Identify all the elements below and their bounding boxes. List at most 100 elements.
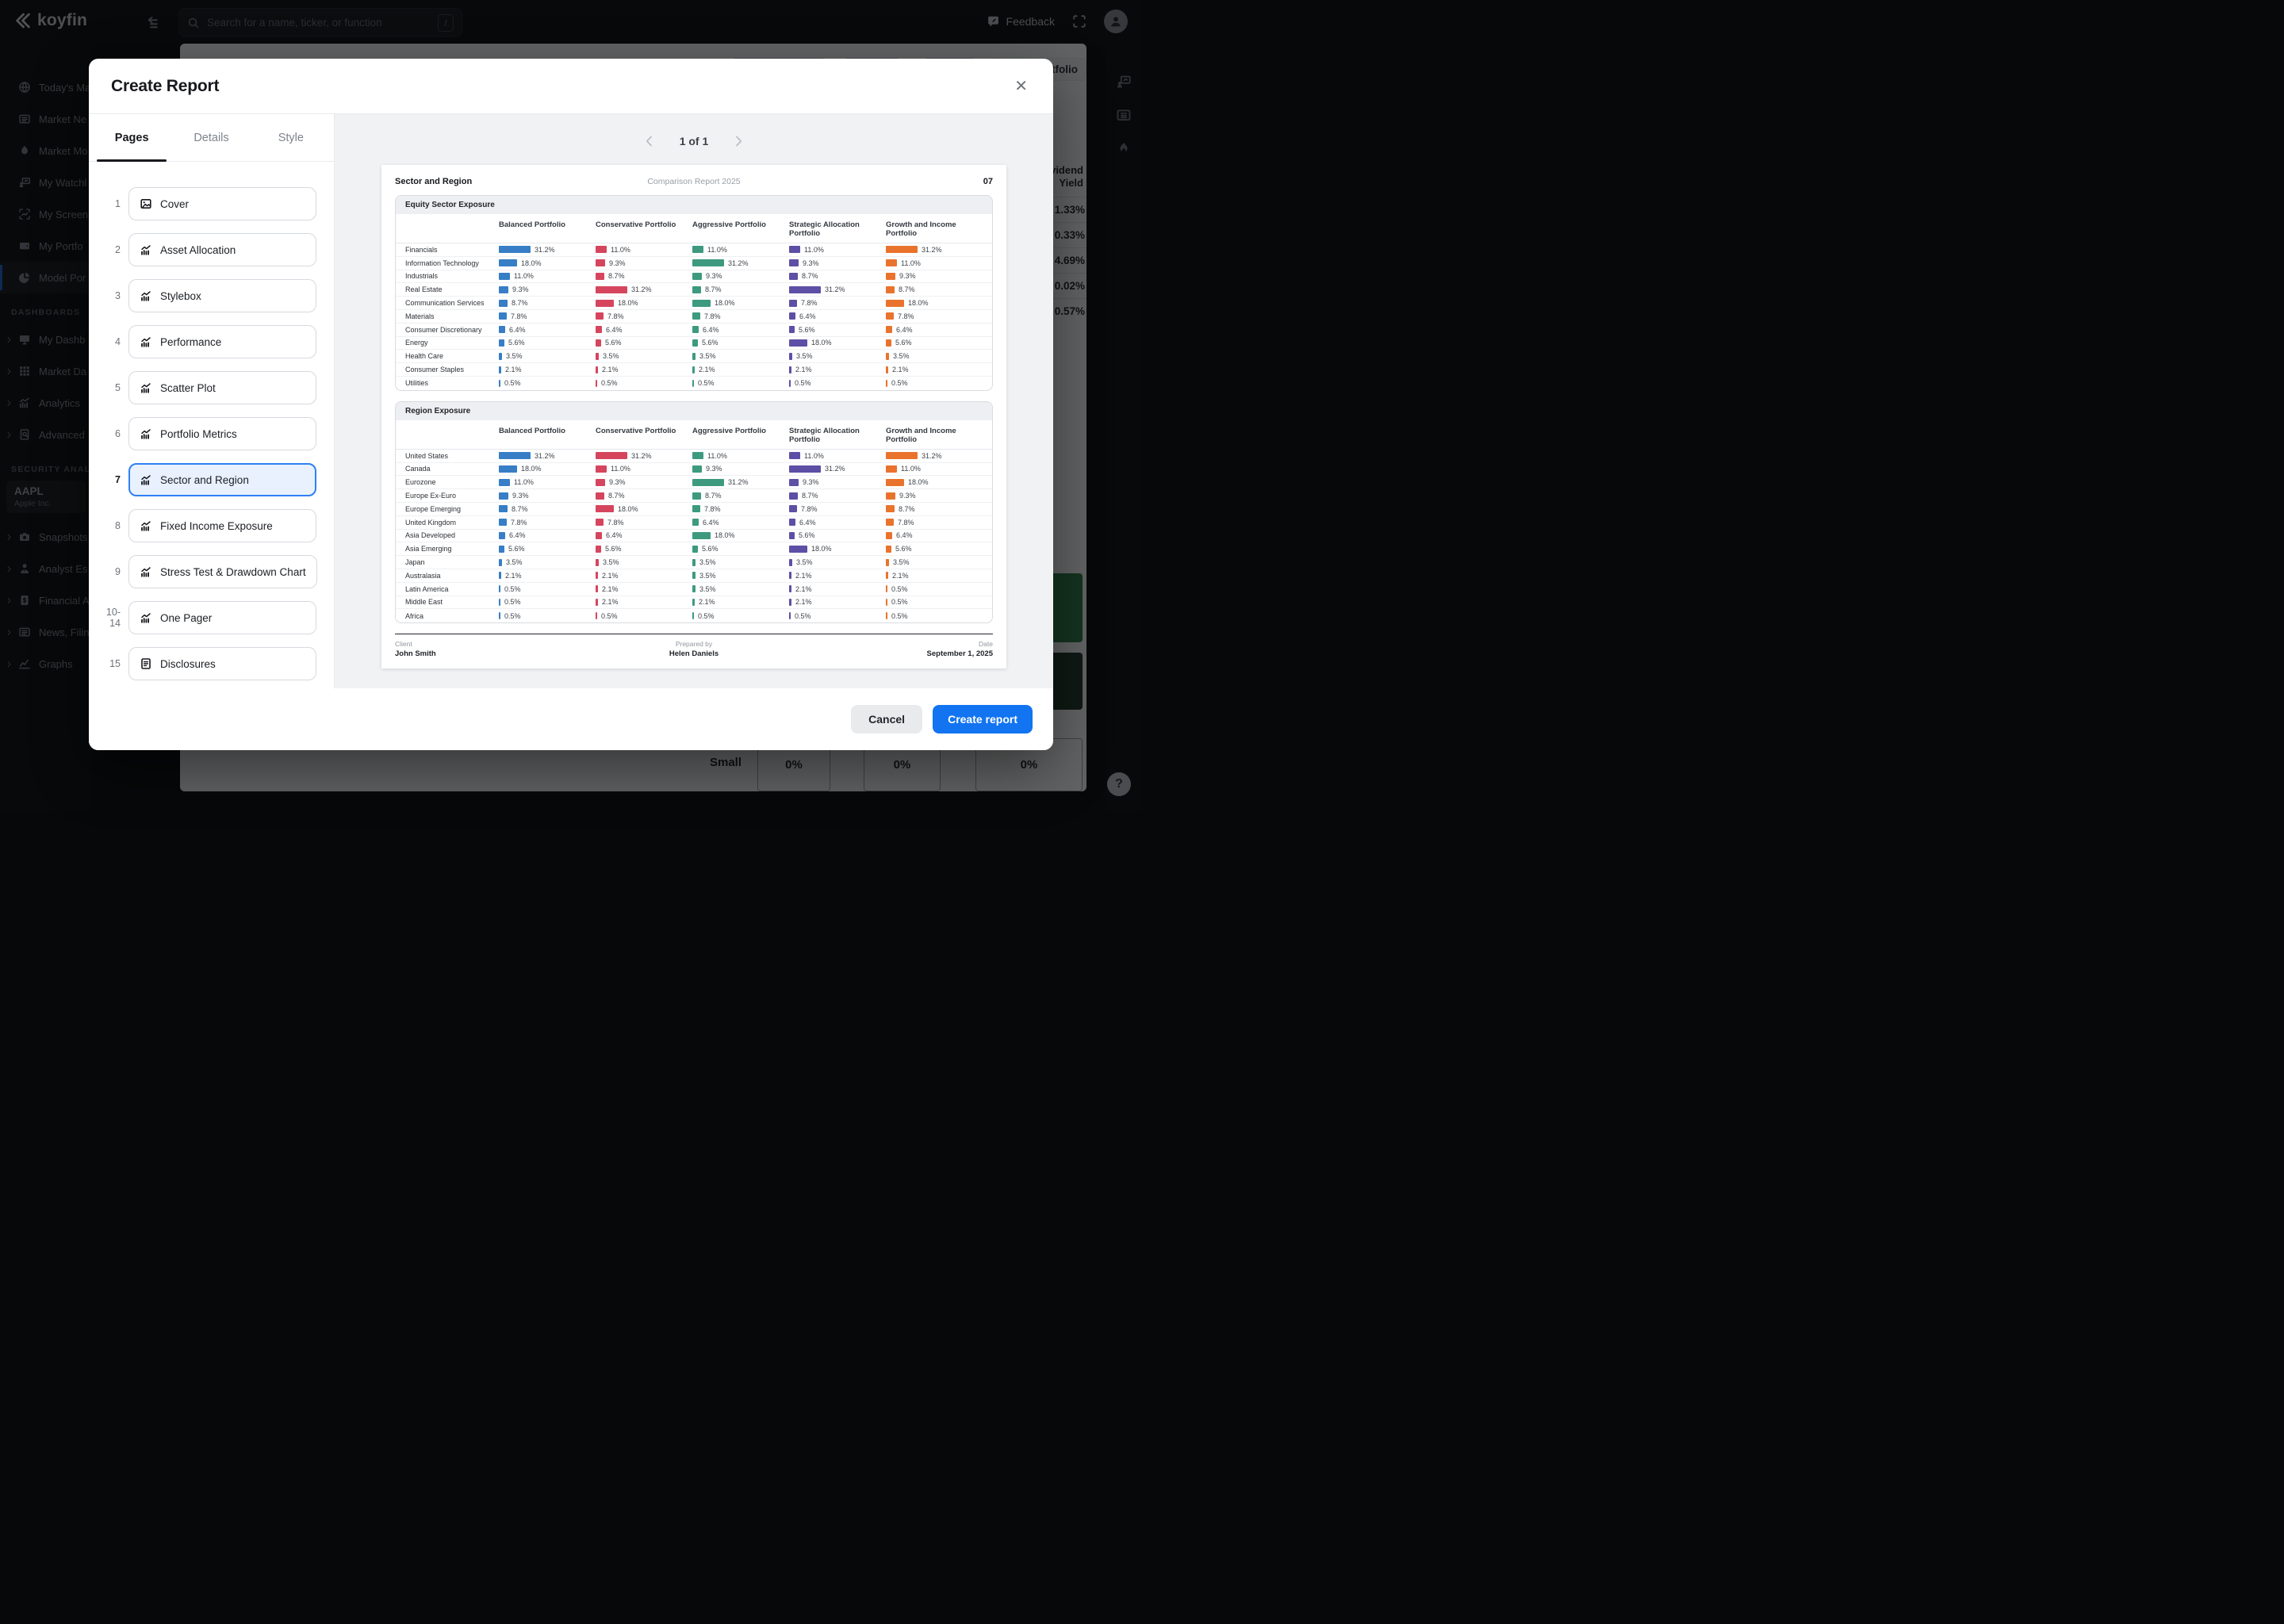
value-cell: 0.5% bbox=[789, 379, 886, 387]
bar-value: 3.5% bbox=[893, 352, 910, 361]
value-cell: 2.1% bbox=[692, 598, 789, 606]
page-item-one-pager[interactable]: One Pager bbox=[128, 601, 316, 634]
column-header: Strategic Allocation Portfolio bbox=[789, 220, 860, 238]
bar-value: 11.0% bbox=[611, 465, 630, 473]
value-cell: 7.8% bbox=[789, 299, 886, 307]
table-row: Consumer Staples 2.1% 2.1% 2.1% 2.1% 2.1% bbox=[396, 363, 992, 377]
page-item-disclosures[interactable]: Disclosures bbox=[128, 647, 316, 680]
row-label: United States bbox=[405, 451, 449, 460]
value-cell: 8.7% bbox=[886, 505, 983, 513]
bar-value: 8.7% bbox=[512, 504, 528, 513]
bar-value: 6.4% bbox=[799, 518, 816, 527]
tab-style[interactable]: Style bbox=[278, 131, 304, 144]
close-icon[interactable]: ✕ bbox=[1011, 75, 1031, 98]
bar-value: 31.2% bbox=[631, 451, 652, 460]
value-cell: 8.7% bbox=[789, 492, 886, 500]
value-cell: 11.0% bbox=[499, 272, 596, 280]
value-cell: 11.0% bbox=[886, 465, 983, 473]
table-title: Equity Sector Exposure bbox=[396, 196, 992, 214]
table-row: Real Estate 9.3% 31.2% 8.7% 31.2% 8.7% bbox=[396, 283, 992, 297]
bar-value: 5.6% bbox=[895, 545, 912, 553]
bar-value: 6.4% bbox=[509, 531, 526, 540]
value-cell: 0.5% bbox=[692, 379, 789, 387]
page-item-fixed-income-exposure[interactable]: Fixed Income Exposure bbox=[128, 509, 316, 542]
value-cell: 2.1% bbox=[789, 572, 886, 580]
bar bbox=[596, 572, 598, 580]
page-item-sector-and-region[interactable]: Sector and Region bbox=[128, 463, 316, 496]
value-cell: 31.2% bbox=[789, 465, 886, 473]
bar-value: 2.1% bbox=[795, 366, 812, 374]
value-cell: 2.1% bbox=[886, 572, 983, 580]
column-header: Aggressive Portfolio bbox=[692, 220, 766, 229]
page-item-performance[interactable]: Performance bbox=[128, 325, 316, 358]
cancel-button[interactable]: Cancel bbox=[851, 705, 923, 733]
bar-value: 8.7% bbox=[705, 285, 722, 294]
value-cell: 3.5% bbox=[789, 352, 886, 360]
bar-value: 31.2% bbox=[825, 285, 845, 294]
bar-value: 0.5% bbox=[504, 598, 521, 607]
page-number: 6 bbox=[115, 428, 121, 439]
page-item-portfolio-metrics[interactable]: Portfolio Metrics bbox=[128, 417, 316, 450]
page-number: 1 bbox=[115, 198, 121, 209]
page-item-scatter-plot[interactable]: Scatter Plot bbox=[128, 371, 316, 404]
bar bbox=[692, 452, 703, 460]
bar-value: 18.0% bbox=[618, 504, 638, 513]
bar bbox=[886, 572, 888, 580]
previous-page-icon[interactable] bbox=[643, 135, 656, 147]
bar-value: 31.2% bbox=[728, 478, 749, 487]
page-item-cover[interactable]: Cover bbox=[128, 187, 316, 220]
bar bbox=[499, 531, 505, 539]
value-cell: 5.6% bbox=[789, 531, 886, 539]
bar-value: 18.0% bbox=[715, 531, 735, 540]
row-label: United Kingdom bbox=[405, 518, 457, 527]
column-header: Balanced Portfolio bbox=[499, 426, 565, 435]
column-header: Strategic Allocation Portfolio bbox=[789, 426, 860, 444]
bar bbox=[789, 246, 800, 254]
bar bbox=[499, 505, 508, 513]
bar bbox=[692, 352, 696, 360]
bar bbox=[596, 558, 599, 566]
bar-value: 2.1% bbox=[795, 571, 812, 580]
bar-value: 2.1% bbox=[602, 366, 619, 374]
page-list-item: 5 Scatter Plot bbox=[97, 371, 316, 404]
bar bbox=[789, 478, 799, 486]
tab-details[interactable]: Details bbox=[194, 131, 229, 144]
bar bbox=[692, 259, 724, 267]
bar bbox=[499, 326, 505, 334]
page-list-item: 9 Stress Test & Drawdown Chart bbox=[97, 555, 317, 588]
bar-value: 2.1% bbox=[602, 598, 619, 607]
next-page-icon[interactable] bbox=[732, 135, 745, 147]
value-cell: 0.5% bbox=[499, 585, 596, 593]
bar bbox=[789, 326, 795, 334]
create-report-button[interactable]: Create report bbox=[933, 705, 1033, 733]
bar-value: 0.5% bbox=[795, 379, 811, 388]
bar bbox=[692, 531, 711, 539]
bar bbox=[692, 572, 696, 580]
bar-value: 6.4% bbox=[606, 531, 623, 540]
bar bbox=[692, 519, 699, 527]
bar-value: 31.2% bbox=[535, 245, 555, 254]
preview-pane: 1 of 1 Sector and Region Comparison Repo… bbox=[335, 114, 1053, 688]
bar-value: 3.5% bbox=[699, 352, 716, 361]
page-item-asset-allocation[interactable]: Asset Allocation bbox=[128, 233, 316, 266]
value-cell: 5.6% bbox=[692, 339, 789, 347]
row-label: Consumer Discretionary bbox=[405, 325, 482, 334]
bar bbox=[499, 285, 508, 293]
bar bbox=[789, 558, 792, 566]
column-header: Growth and Income Portfolio bbox=[886, 220, 956, 238]
value-cell: 0.5% bbox=[886, 598, 983, 606]
value-cell: 3.5% bbox=[789, 558, 886, 566]
value-cell: 2.1% bbox=[789, 585, 886, 593]
tab-pages[interactable]: Pages bbox=[92, 114, 171, 162]
bar-value: 2.1% bbox=[892, 366, 909, 374]
page-item-stylebox[interactable]: Stylebox bbox=[128, 279, 316, 312]
page-item-stress-test-drawdown-chart[interactable]: Stress Test & Drawdown Chart bbox=[128, 555, 317, 588]
value-cell: 2.1% bbox=[596, 366, 692, 373]
bar-value: 0.5% bbox=[795, 611, 811, 620]
bar-value: 0.5% bbox=[891, 584, 908, 593]
page-number: 3 bbox=[115, 290, 121, 301]
bar-value: 6.4% bbox=[509, 325, 526, 334]
bar bbox=[886, 326, 892, 334]
bar bbox=[499, 272, 510, 280]
bar-value: 9.3% bbox=[512, 285, 529, 294]
